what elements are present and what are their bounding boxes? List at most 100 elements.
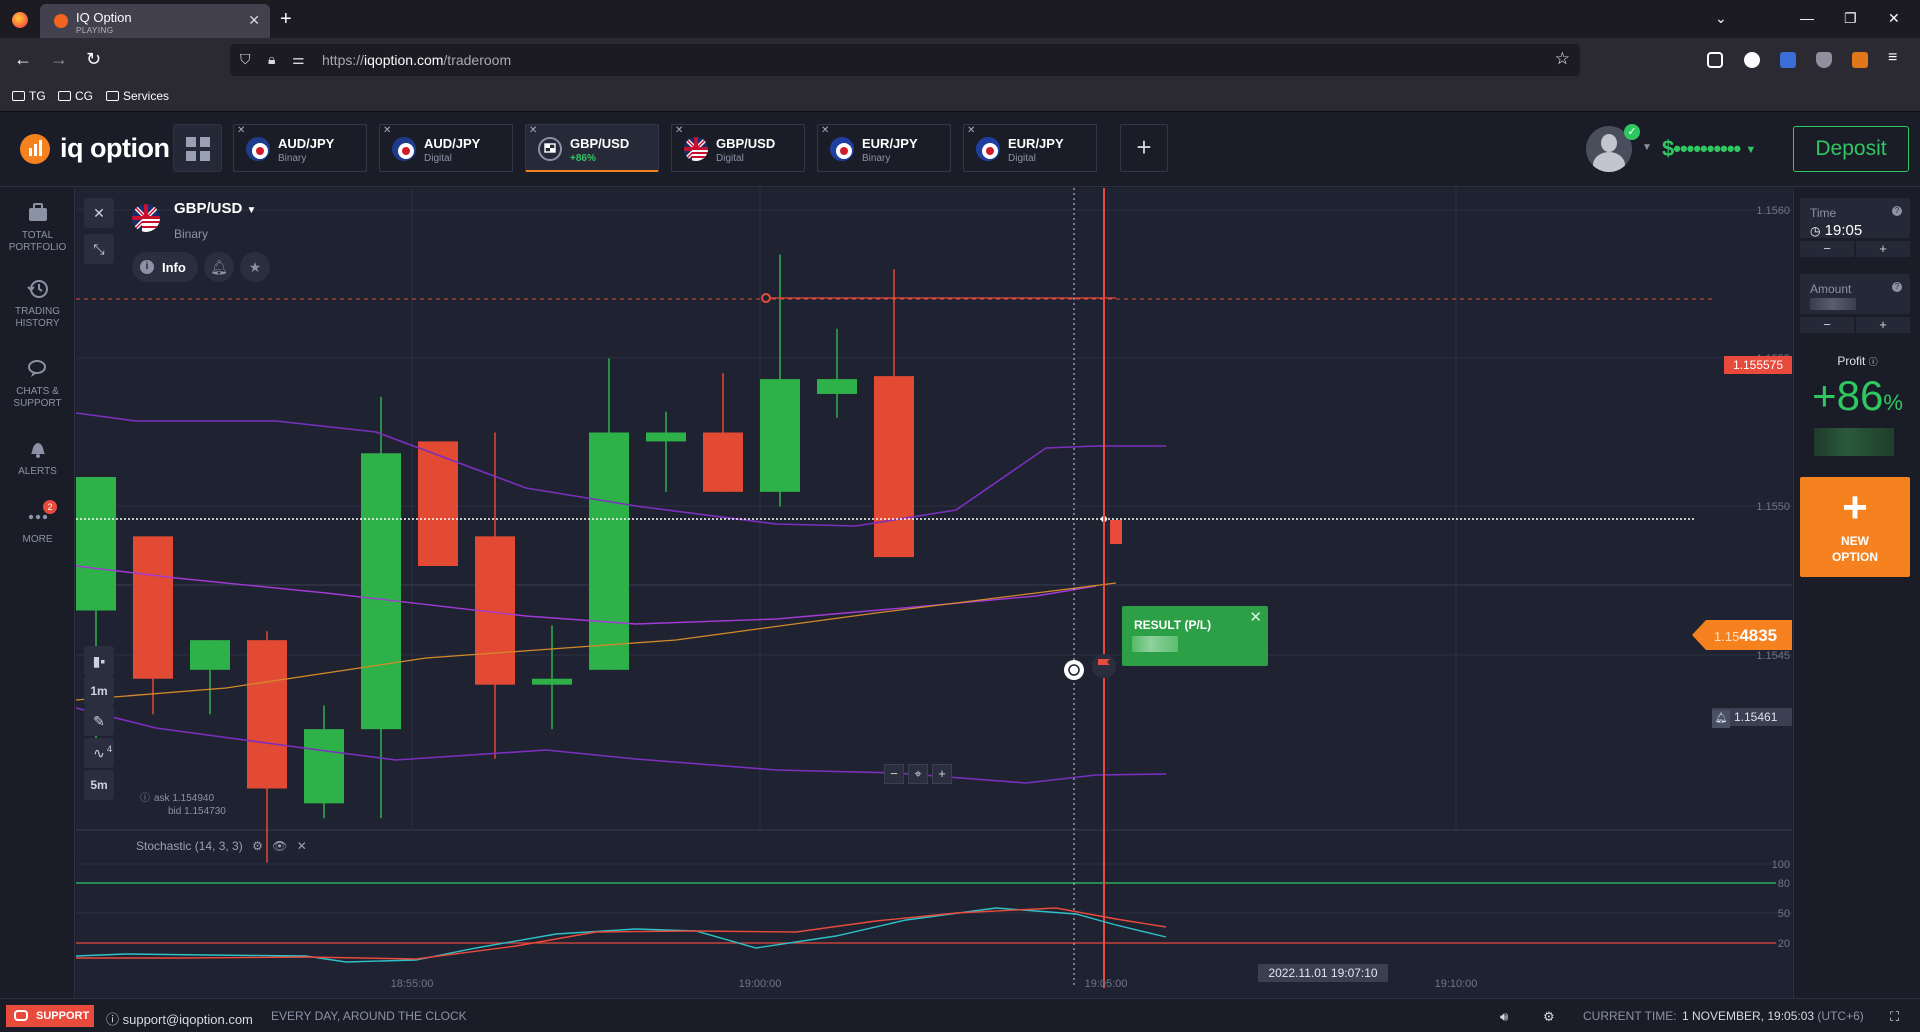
asset-tab-audjpy-binary[interactable]: ✕ AUD/JPY Binary: [233, 124, 367, 172]
extension-shield-icon[interactable]: [1816, 52, 1832, 68]
price-chart[interactable]: 1.1560 1.1555 1.1550 1.1545 100 80 50 20…: [76, 188, 1792, 998]
profile-caret-icon[interactable]: ▼: [1642, 142, 1652, 153]
asset-tab-audjpy-digital[interactable]: ✕ AUD/JPY Digital: [379, 124, 513, 172]
sidebar-item-alerts[interactable]: ALERTS: [0, 438, 75, 478]
fullscreen-icon[interactable]: ⛶: [1890, 1009, 1900, 1024]
timer-icon[interactable]: [1064, 660, 1084, 680]
alert-bell-button[interactable]: 🔔︎: [204, 252, 234, 282]
asset-tab-gbpusd-binary[interactable]: ✕ GBP/USD +86%: [525, 124, 659, 172]
close-asset-tab-icon[interactable]: ✕: [383, 125, 392, 136]
back-button[interactable]: ←: [14, 49, 32, 69]
chart-type-button[interactable]: ▮▪: [84, 646, 114, 676]
close-asset-tab-icon[interactable]: ✕: [967, 125, 976, 136]
help-icon[interactable]: ?: [1892, 282, 1902, 292]
sidebar-item-history[interactable]: TRADING HISTORY: [0, 278, 75, 330]
forward-button[interactable]: →: [50, 49, 68, 69]
ask-bid-info: ⓘ ask 1.154940 bid 1.154730: [140, 793, 226, 817]
draw-tool-button[interactable]: ✎: [84, 706, 114, 736]
metamask-icon[interactable]: [1852, 52, 1868, 68]
close-tab-icon[interactable]: ✕: [248, 12, 260, 28]
menu-hamburger-icon[interactable]: ≡: [1888, 49, 1898, 66]
balance-dropdown[interactable]: $•••••••••• ▼: [1662, 136, 1756, 161]
finish-flag-icon[interactable]: [1092, 654, 1116, 678]
time-stepper: − +: [1800, 240, 1910, 257]
close-asset-tab-icon[interactable]: ✕: [237, 125, 246, 136]
indicators-button[interactable]: ∿ 4: [84, 738, 114, 768]
favorite-star-button[interactable]: ★: [240, 252, 270, 282]
time-selector[interactable]: Time ? ◷ 19:05: [1800, 198, 1910, 239]
support-button[interactable]: SUPPORT: [6, 1005, 94, 1027]
sidebar-item-more[interactable]: MORE: [0, 506, 75, 546]
info-button[interactable]: i Info: [132, 252, 198, 282]
settings-gear-icon[interactable]: ⚙: [252, 839, 263, 853]
close-result-icon[interactable]: ✕: [1249, 609, 1262, 626]
extension-translate-icon[interactable]: [1780, 52, 1796, 68]
sidebar-item-chats[interactable]: CHATS & SUPPORT: [0, 358, 75, 410]
time-increase-button[interactable]: +: [1856, 241, 1910, 257]
candle-body: [361, 453, 401, 730]
browser-nav-bar: ← → ↻ ⛉ 🔒︎ ⚌ https://iqoption.com/trader…: [0, 38, 1920, 82]
sound-icon[interactable]: 🔊︎: [1500, 1009, 1509, 1024]
sidebar-item-portfolio[interactable]: TOTAL PORTFOLIO: [0, 202, 75, 254]
close-asset-tab-icon[interactable]: ✕: [821, 125, 830, 136]
deposit-button[interactable]: Deposit: [1793, 126, 1909, 172]
pocket-icon[interactable]: [1707, 52, 1723, 68]
permissions-icon[interactable]: ⚌: [292, 51, 305, 67]
bookmark-folder-services[interactable]: Services: [106, 89, 169, 103]
new-tab-button[interactable]: +: [280, 8, 292, 30]
amount-increase-button[interactable]: +: [1856, 317, 1910, 333]
chart-area[interactable]: 1.1560 1.1555 1.1550 1.1545 100 80 50 20…: [76, 188, 1792, 998]
support-email[interactable]: ⓘ support@iqoption.com: [106, 1012, 253, 1027]
bollinger-middle-line: [76, 565, 1097, 625]
restore-button[interactable]: ❐: [1844, 10, 1857, 26]
new-option-button[interactable]: + NEW OPTION: [1800, 477, 1910, 577]
firefox-icon: [12, 12, 28, 28]
price-alert-tag[interactable]: 🔔︎ 1.15461: [1712, 708, 1792, 728]
all-assets-grid-button[interactable]: [173, 124, 222, 172]
zoom-out-button[interactable]: −: [884, 764, 904, 784]
help-icon[interactable]: ?: [1892, 206, 1902, 216]
amount-decrease-button[interactable]: −: [1800, 317, 1854, 333]
amount-input[interactable]: Amount ?: [1800, 274, 1910, 314]
tab-list-chevron-icon[interactable]: ⌄: [1715, 10, 1727, 26]
visibility-eye-icon[interactable]: 👁︎: [272, 839, 288, 853]
bookmark-folder-cg[interactable]: CG: [58, 89, 93, 103]
strike-price-tag: 1.155575: [1724, 356, 1792, 374]
zoom-in-button[interactable]: +: [932, 764, 952, 784]
lock-icon[interactable]: 🔒︎: [268, 51, 276, 67]
asset-tab-gbpusd-digital[interactable]: ✕ GBP/USD Digital: [671, 124, 805, 172]
bollinger-lower-line: [76, 707, 1167, 784]
current-time-label: CURRENT TIME:: [1583, 1009, 1677, 1023]
time-decrease-button[interactable]: −: [1800, 241, 1854, 257]
asset-caret-icon: ▼: [246, 205, 257, 216]
url-text[interactable]: https://iqoption.com/traderoom: [322, 52, 512, 68]
close-window-button[interactable]: ✕: [1888, 10, 1900, 26]
bookmark-star-icon[interactable]: ☆: [1554, 49, 1570, 68]
close-asset-tab-icon[interactable]: ✕: [675, 125, 684, 136]
result-panel[interactable]: RESULT (P/L) ✕: [1122, 606, 1268, 666]
address-bar[interactable]: ⛉ 🔒︎ ⚌ https://iqoption.com/traderoom ☆: [230, 44, 1580, 76]
close-asset-tab-icon[interactable]: ✕: [529, 125, 538, 136]
timeframe-5m-button[interactable]: 5m: [84, 770, 114, 800]
close-chart-button[interactable]: ✕: [84, 198, 114, 228]
reload-button[interactable]: ↻: [86, 49, 102, 69]
profit-amount-blurred: [1814, 428, 1894, 456]
timeframe-1m-button[interactable]: 1m: [84, 676, 114, 706]
trade-panel: Time ? ◷ 19:05 − + Amount ? − + Profit ⓘ…: [1793, 188, 1920, 998]
asset-tab-eurjpy-binary[interactable]: ✕ EUR/JPY Binary: [817, 124, 951, 172]
remove-indicator-icon[interactable]: ✕: [296, 839, 307, 853]
browser-tab[interactable]: IQ Option PLAYING ✕: [40, 4, 270, 38]
extension-l-icon[interactable]: [1744, 52, 1760, 68]
tracking-shield-icon[interactable]: ⛉: [240, 51, 251, 67]
y-tick-label: 1.1550: [1756, 501, 1790, 513]
collapse-chart-button[interactable]: ⤡: [84, 234, 114, 264]
asset-tab-eurjpy-digital[interactable]: ✕ EUR/JPY Digital: [963, 124, 1097, 172]
bookmark-folder-tg[interactable]: TG: [12, 89, 46, 103]
minimize-button[interactable]: —: [1800, 10, 1814, 26]
zoom-reset-button[interactable]: ⌖: [908, 764, 928, 784]
asset-selector[interactable]: GBP/USD ▼: [174, 200, 257, 217]
cursor-datetime-tag: 2022.11.01 19:07:10: [1258, 964, 1388, 982]
candle-body: [247, 640, 287, 789]
settings-gear-icon[interactable]: ⚙: [1543, 1009, 1555, 1024]
add-asset-tab-button[interactable]: +: [1120, 124, 1168, 172]
